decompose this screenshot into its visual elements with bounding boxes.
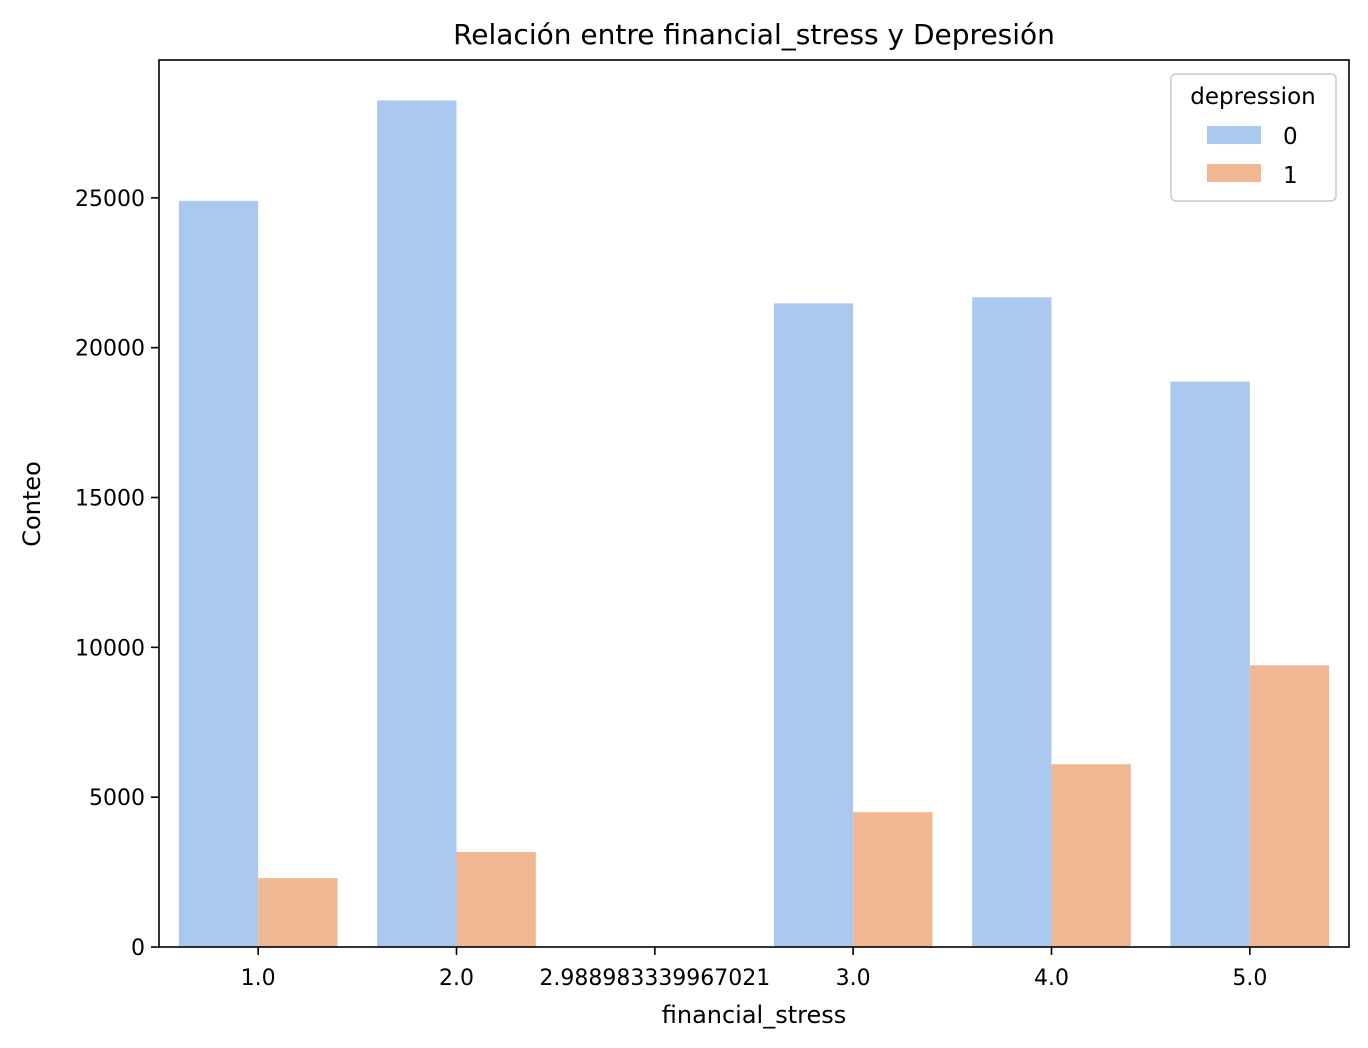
bar-1-1 (456, 852, 536, 947)
x-axis-label: financial_stress (662, 1001, 847, 1029)
bar-1-5 (1249, 665, 1330, 947)
y-axis-label: Conteo (18, 461, 46, 547)
y-tick-label-1: 5000 (89, 786, 145, 811)
legend: depression 0 1 (1170, 73, 1337, 202)
bar-0-1 (377, 100, 457, 947)
x-tick-label-4: 4.0 (1034, 966, 1069, 991)
bar-0-3 (773, 303, 854, 948)
chart-title: Relación entre financial_stress y Depres… (453, 18, 1055, 51)
legend-label-0: 0 (1283, 124, 1298, 150)
y-tick-label-3: 15000 (75, 487, 145, 512)
x-axis-ticks: 1.0 2.0 2.988983339967021 3.0 4.0 5.0 (241, 947, 1267, 991)
bar-1-0 (258, 878, 338, 947)
y-tick-label-0: 0 (131, 936, 145, 961)
y-tick-label-5: 25000 (75, 187, 145, 212)
plot-frame (158, 59, 1350, 948)
bars-group (178, 100, 1330, 948)
x-tick-label-3: 3.0 (836, 966, 871, 991)
bar-0-5 (1170, 381, 1250, 947)
legend-title: depression (1190, 84, 1315, 110)
y-axis-ticks: 0 5000 10000 15000 20000 25000 (75, 187, 159, 961)
legend-label-1: 1 (1283, 163, 1298, 189)
y-tick-label-2: 10000 (75, 636, 145, 661)
x-tick-label-1: 2.0 (439, 966, 474, 991)
x-tick-label-5: 5.0 (1232, 966, 1267, 991)
bar-0-0 (178, 200, 259, 948)
bar-1-3 (853, 812, 933, 947)
bar-1-4 (1051, 764, 1131, 947)
legend-swatch-1 (1207, 164, 1261, 182)
x-tick-label-2: 2.988983339967021 (539, 966, 770, 991)
legend-swatch-0 (1207, 126, 1261, 144)
x-tick-label-0: 1.0 (241, 966, 276, 991)
y-tick-label-4: 20000 (75, 337, 145, 362)
bar-0-4 (972, 297, 1052, 948)
